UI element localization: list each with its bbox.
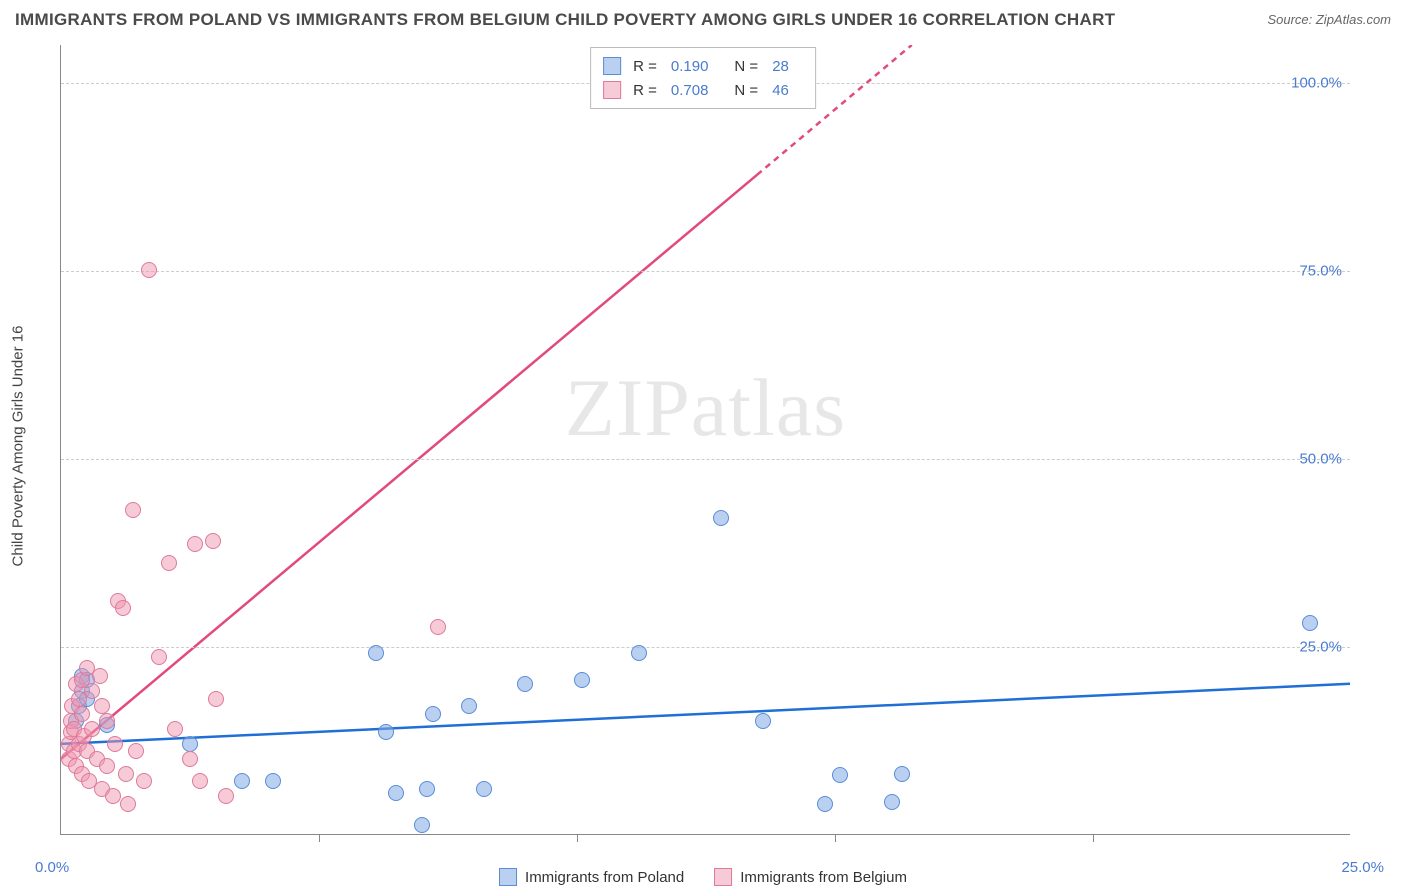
point-poland — [894, 766, 910, 782]
n-value-b: 46 — [772, 82, 789, 99]
legend-series: Immigrants from Poland Immigrants from B… — [499, 868, 907, 886]
swatch-belgium — [603, 81, 621, 99]
point-belgium — [182, 751, 198, 767]
point-belgium — [84, 683, 100, 699]
point-belgium — [105, 788, 121, 804]
title-bar: IMMIGRANTS FROM POLAND VS IMMIGRANTS FRO… — [15, 10, 1391, 40]
swatch-poland — [603, 57, 621, 75]
point-poland — [713, 510, 729, 526]
y-tick-label: 25.0% — [1299, 638, 1342, 655]
swatch-poland-b — [499, 868, 517, 886]
x-tick — [577, 834, 578, 842]
point-belgium — [99, 713, 115, 729]
point-poland — [425, 706, 441, 722]
y-tick-label: 75.0% — [1299, 262, 1342, 279]
point-belgium — [120, 796, 136, 812]
watermark-zip: ZIP — [565, 362, 691, 453]
point-poland — [378, 724, 394, 740]
x-tick — [835, 834, 836, 842]
legend-label-poland: Immigrants from Poland — [525, 869, 684, 886]
x-tick — [1093, 834, 1094, 842]
point-belgium — [84, 721, 100, 737]
r-label-b: R = — [633, 82, 657, 99]
point-belgium — [167, 721, 183, 737]
y-axis-label: Child Poverty Among Girls Under 16 — [10, 326, 27, 567]
r-value-a: 0.190 — [671, 58, 709, 75]
legend-item-poland: Immigrants from Poland — [499, 868, 684, 886]
point-belgium — [107, 736, 123, 752]
point-belgium — [125, 502, 141, 518]
point-poland — [265, 773, 281, 789]
point-poland — [574, 672, 590, 688]
point-poland — [1302, 615, 1318, 631]
legend-stats-row-belgium: R = 0.708 N = 46 — [603, 78, 803, 102]
point-poland — [755, 713, 771, 729]
point-belgium — [430, 619, 446, 635]
point-belgium — [208, 691, 224, 707]
point-belgium — [151, 649, 167, 665]
point-poland — [419, 781, 435, 797]
point-poland — [817, 796, 833, 812]
legend-label-belgium: Immigrants from Belgium — [740, 869, 907, 886]
y-tick-label: 100.0% — [1291, 74, 1342, 91]
point-belgium — [136, 773, 152, 789]
n-label-a: N = — [734, 58, 758, 75]
point-belgium — [115, 600, 131, 616]
point-belgium — [99, 758, 115, 774]
point-belgium — [161, 555, 177, 571]
source-label: Source: ZipAtlas.com — [1267, 12, 1391, 27]
r-label-a: R = — [633, 58, 657, 75]
point-belgium — [94, 698, 110, 714]
watermark-atlas: atlas — [691, 362, 846, 453]
point-belgium — [141, 262, 157, 278]
swatch-belgium-b — [714, 868, 732, 886]
r-value-b: 0.708 — [671, 82, 709, 99]
point-poland — [461, 698, 477, 714]
watermark: ZIPatlas — [565, 361, 846, 455]
point-poland — [884, 794, 900, 810]
chart-title: IMMIGRANTS FROM POLAND VS IMMIGRANTS FRO… — [15, 10, 1115, 29]
legend-stats-row-poland: R = 0.190 N = 28 — [603, 54, 803, 78]
point-belgium — [92, 668, 108, 684]
y-tick-label: 50.0% — [1299, 450, 1342, 467]
x-max-label: 25.0% — [1341, 859, 1384, 876]
point-poland — [388, 785, 404, 801]
gridline-h — [61, 459, 1350, 460]
point-poland — [631, 645, 647, 661]
n-value-a: 28 — [772, 58, 789, 75]
point-belgium — [118, 766, 134, 782]
point-belgium — [205, 533, 221, 549]
gridline-h — [61, 647, 1350, 648]
x-origin-label: 0.0% — [35, 859, 69, 876]
point-poland — [832, 767, 848, 783]
point-poland — [182, 736, 198, 752]
plot-area: ZIPatlas 25.0% 50.0% 75.0% 100.0% — [60, 45, 1350, 835]
x-tick — [319, 834, 320, 842]
point-poland — [368, 645, 384, 661]
point-belgium — [128, 743, 144, 759]
trend-lines — [61, 45, 1350, 834]
point-poland — [476, 781, 492, 797]
point-belgium — [74, 706, 90, 722]
point-poland — [414, 817, 430, 833]
n-label-b: N = — [734, 82, 758, 99]
point-poland — [234, 773, 250, 789]
point-belgium — [187, 536, 203, 552]
legend-stats: R = 0.190 N = 28 R = 0.708 N = 46 — [590, 47, 816, 109]
point-poland — [517, 676, 533, 692]
gridline-h — [61, 271, 1350, 272]
point-belgium — [192, 773, 208, 789]
point-belgium — [218, 788, 234, 804]
legend-item-belgium: Immigrants from Belgium — [714, 868, 907, 886]
